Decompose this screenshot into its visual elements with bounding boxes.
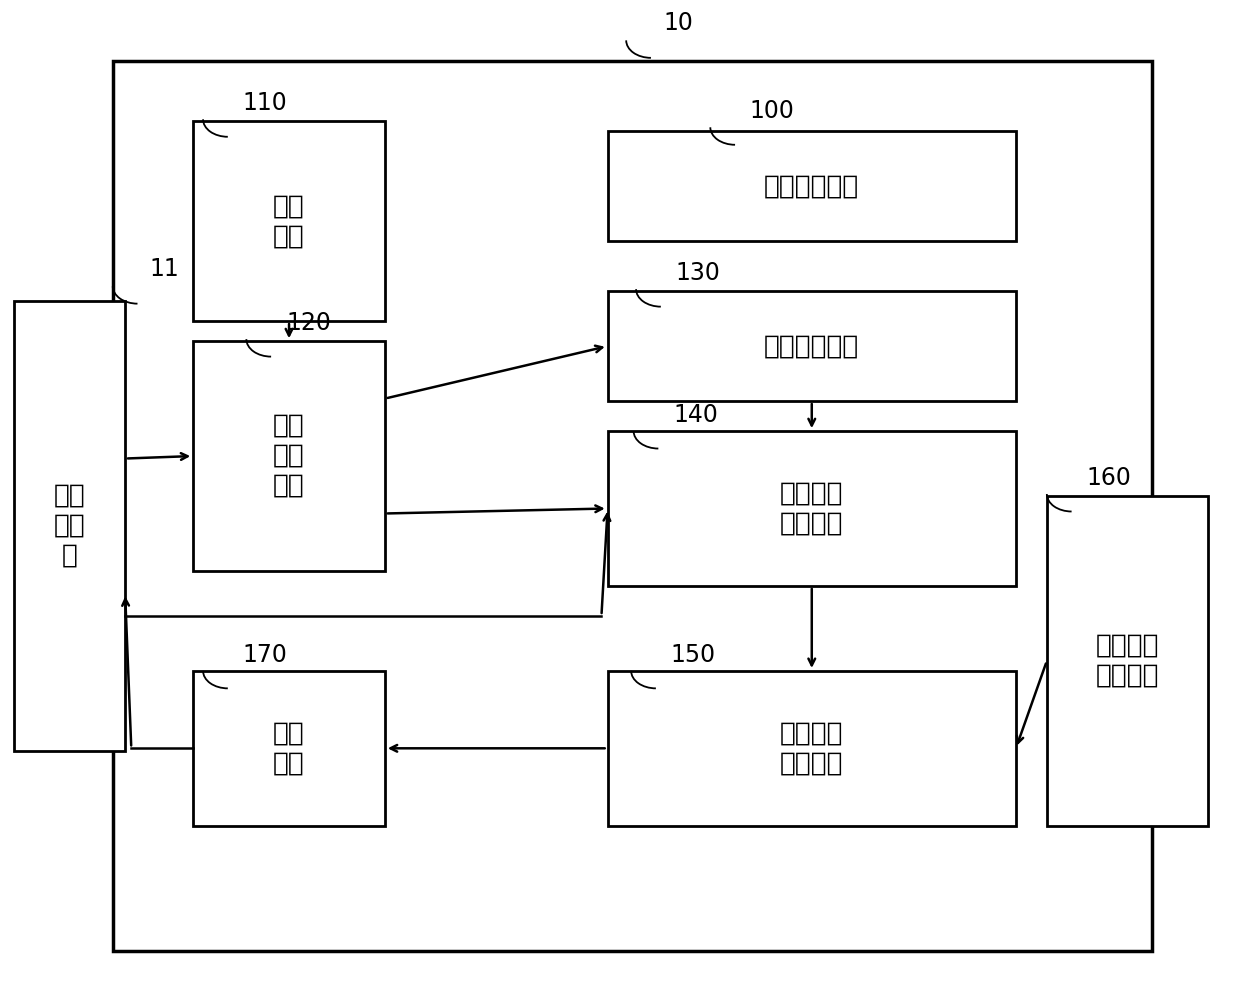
Text: 140: 140 [673, 403, 718, 427]
Text: 符号字符
提取模块: 符号字符 提取模块 [780, 720, 843, 777]
Text: 11: 11 [150, 258, 180, 282]
Bar [1047, 496, 1208, 826]
Text: 译码
模块: 译码 模块 [273, 720, 305, 777]
Bar [193, 671, 384, 826]
Text: 160: 160 [1086, 466, 1131, 490]
Bar [608, 671, 1016, 826]
Text: 数据
存储
器: 数据 存储 器 [53, 483, 86, 569]
Text: 120: 120 [286, 312, 331, 335]
Text: 170: 170 [243, 643, 288, 667]
Bar [113, 61, 1152, 951]
Text: 条空边界
处理模块: 条空边界 处理模块 [780, 481, 843, 536]
Bar [193, 341, 384, 571]
Bar [608, 131, 1016, 241]
Text: 100: 100 [750, 99, 795, 123]
Text: 扫描
模块: 扫描 模块 [273, 193, 305, 249]
Text: 符号参数
识别模块: 符号参数 识别模块 [1095, 633, 1159, 689]
Text: 130: 130 [676, 262, 720, 286]
Bar [193, 121, 384, 321]
Bar [608, 431, 1016, 586]
Text: 方向计算模块: 方向计算模块 [764, 333, 859, 359]
Bar [608, 292, 1016, 401]
Text: 边界
识别
模块: 边界 识别 模块 [273, 413, 305, 499]
Text: 10: 10 [663, 11, 693, 35]
Text: 150: 150 [671, 643, 715, 667]
Text: 状态控制模块: 状态控制模块 [764, 173, 859, 199]
Bar [14, 302, 125, 750]
Text: 110: 110 [243, 91, 288, 115]
